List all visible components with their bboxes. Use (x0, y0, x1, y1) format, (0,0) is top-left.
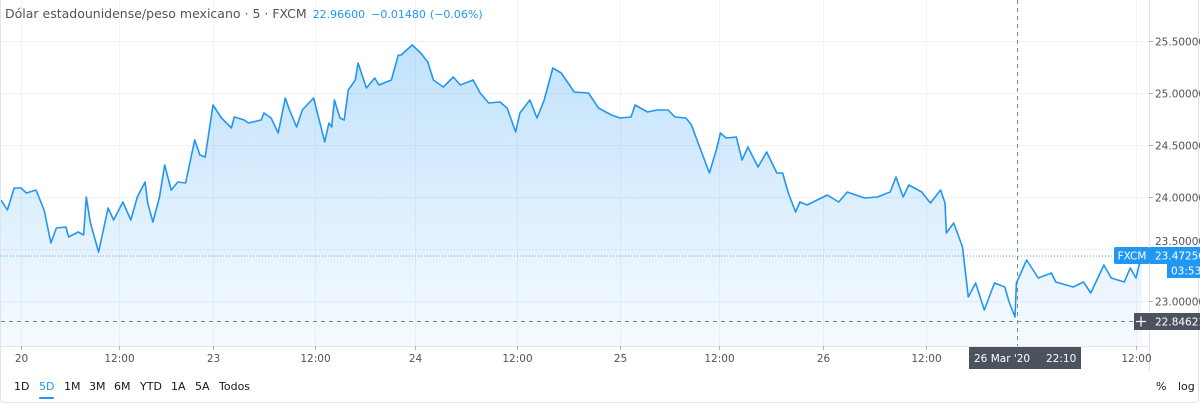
x-tick-label: 24 (409, 353, 423, 365)
bar-countdown: 03:53 (1171, 266, 1200, 278)
price-axis[interactable]: 23.00000 23.50000 24.00000 24.50000 25.00000… (1149, 37, 1200, 309)
plus-icon[interactable] (1136, 316, 1146, 327)
x-tick-label: 12:00 (502, 353, 532, 365)
range-1d-button[interactable]: 1D (14, 380, 30, 393)
range-5d-button[interactable]: 5D (39, 380, 55, 399)
range-6m-button[interactable]: 6M (114, 380, 131, 393)
change-value: −0.01480 (371, 8, 426, 21)
last-value: 22.96600 (312, 8, 366, 21)
log-scale-toggle[interactable]: log (1178, 380, 1195, 393)
x-tick-label: 23 (207, 353, 220, 365)
x-tick-label: 12:00 (300, 353, 330, 365)
x-tick-label: 12:00 (104, 353, 134, 365)
crosshair-time-label: 26 Mar '20 22:10 (969, 347, 1081, 369)
crosshair-price: 22.84621 (1155, 317, 1200, 329)
y-tick-label: 23.50000 (1155, 236, 1200, 248)
range-1a-button[interactable]: 1A (171, 380, 186, 393)
symbol-title[interactable]: Dólar estadounidense/peso mexicano · 5 ·… (5, 6, 307, 21)
y-tick-label: 24.00000 (1155, 193, 1200, 205)
change-percent: (−0.06%) (429, 8, 483, 21)
x-tick-label: 26 (817, 353, 831, 365)
y-tick-label: 25.00000 (1155, 89, 1200, 101)
price-line (1, 44, 1143, 318)
range-toolbar: 1D 5D 1M 3M 6M YTD 1A 5A Todos % log (1, 371, 1199, 403)
x-tick-label: 12:00 (704, 353, 734, 365)
percent-scale-toggle[interactable]: % (1156, 380, 1167, 393)
x-tick-label: 12:00 (911, 353, 941, 365)
crosshair-date: 26 Mar '20 (974, 353, 1030, 365)
badge-exchange: FXCM (1118, 251, 1147, 263)
range-ytd-button[interactable]: YTD (140, 380, 162, 393)
price-area-fill (1, 45, 1142, 346)
x-tick-label: 20 (15, 353, 28, 365)
x-tick-label: 25 (614, 353, 627, 365)
crosshair-time: 22:10 (1046, 353, 1076, 365)
y-tick-label: 24.50000 (1155, 141, 1200, 153)
y-tick-label: 23.00000 (1155, 297, 1200, 309)
range-3m-button[interactable]: 3M (89, 380, 106, 393)
y-tick-label: 25.50000 (1155, 37, 1200, 49)
x-tick-label: 12:00 (1121, 353, 1151, 365)
time-axis[interactable]: 20 12:00 23 12:00 24 12:00 25 12:00 26 12:00 12:00 (15, 346, 1152, 365)
range-5a-button[interactable]: 5A (195, 380, 210, 393)
range-1m-button[interactable]: 1M (64, 380, 81, 393)
crosshair-price-label: 22.84621 (1134, 313, 1200, 330)
price-chart[interactable]: 23.00000 23.50000 24.00000 24.50000 25.00000… (1, 0, 1200, 371)
range-all-button[interactable]: Todos (219, 380, 251, 393)
symbol-legend: Dólar estadounidense/peso mexicano · 5 ·… (5, 6, 483, 21)
